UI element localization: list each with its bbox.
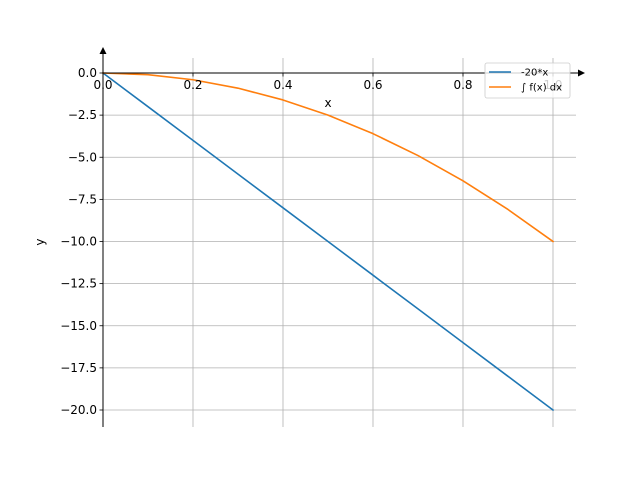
x-axis-label: x (324, 96, 331, 110)
legend-label-1: -20*x (521, 68, 548, 79)
y-tick-label: −12.5 (60, 277, 97, 291)
y-tick-label: −2.5 (68, 108, 97, 122)
series-line-2 (102, 72, 555, 243)
legend-label-2: ∫ f(x) dx (521, 83, 562, 94)
y-axis-arrowhead (99, 47, 107, 54)
x-axis-arrowhead (578, 69, 585, 77)
x-tick-label: 0.0 (93, 78, 112, 92)
axes (99, 47, 585, 427)
legend: -20*x ∫ f(x) dx (484, 62, 571, 99)
x-tick-label: 0.6 (363, 78, 382, 92)
y-axis-label: y (33, 238, 47, 245)
y-tick-label: −7.5 (68, 192, 97, 206)
series-group (101, 71, 555, 412)
series-line-1 (101, 71, 555, 412)
y-tick-label: −5.0 (68, 150, 97, 164)
y-tick-label: 0.0 (78, 66, 97, 80)
y-tick-label: −15.0 (60, 319, 97, 333)
y-tick-label: −10.0 (60, 235, 97, 249)
grid (103, 58, 576, 427)
y-tick-label: −20.0 (60, 403, 97, 417)
y-tick-label: −17.5 (60, 361, 97, 375)
x-tick-label: 0.2 (183, 78, 202, 92)
x-tick-label: 0.8 (453, 78, 472, 92)
x-tick-label: 0.4 (273, 78, 292, 92)
